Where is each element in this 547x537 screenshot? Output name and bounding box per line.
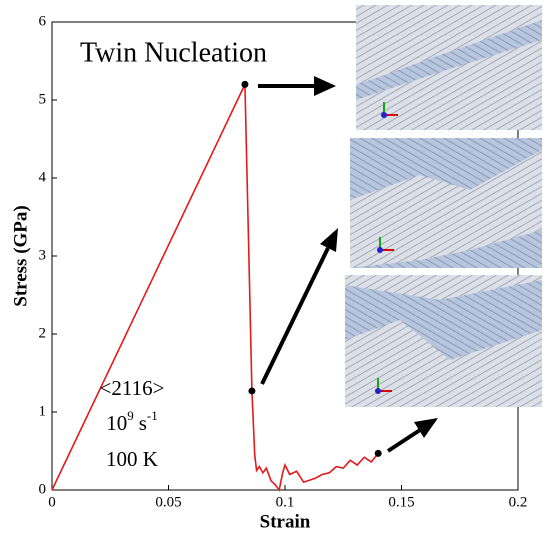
y-tick-label: 1 — [39, 403, 47, 419]
arrows — [258, 76, 438, 453]
twin-band — [356, 20, 542, 100]
matrix-region — [350, 150, 542, 268]
rate-unit: s — [139, 411, 147, 435]
event-marker — [241, 80, 249, 88]
event-marker — [248, 387, 256, 395]
annotation: Twin Nucleation — [80, 37, 267, 68]
annotation: <2116> — [100, 376, 165, 400]
y-tick-label: 2 — [39, 325, 47, 341]
rate-exponent: 9 — [127, 408, 134, 423]
y-tick-label: 5 — [39, 91, 47, 107]
x-tick-label: 0.1 — [276, 494, 295, 510]
stress-strain-curve — [51, 84, 379, 492]
y-tick-label: 0 — [39, 481, 47, 497]
x-axis-label: Strain — [260, 511, 311, 532]
x-tick-label: 0.05 — [155, 494, 181, 510]
x-tick-label: 0.2 — [509, 494, 528, 510]
rate-unit-exponent: -1 — [147, 408, 158, 423]
insets — [345, 5, 542, 407]
twin-band — [345, 280, 542, 360]
y-tick-label: 6 — [39, 13, 47, 29]
annotation: 100 K — [106, 447, 158, 471]
axis-triad — [375, 102, 398, 394]
y-tick-label: 4 — [39, 169, 47, 185]
event-marker — [374, 449, 382, 457]
y-tick-label: 3 — [39, 247, 47, 263]
x-tick-label: 0 — [48, 494, 56, 510]
rate-mantissa: 10 — [106, 411, 127, 435]
y-axis-label: Stress (GPa) — [10, 205, 31, 307]
x-tick-label: 0.15 — [388, 494, 414, 510]
annotation: 109 s-1 — [106, 408, 158, 435]
